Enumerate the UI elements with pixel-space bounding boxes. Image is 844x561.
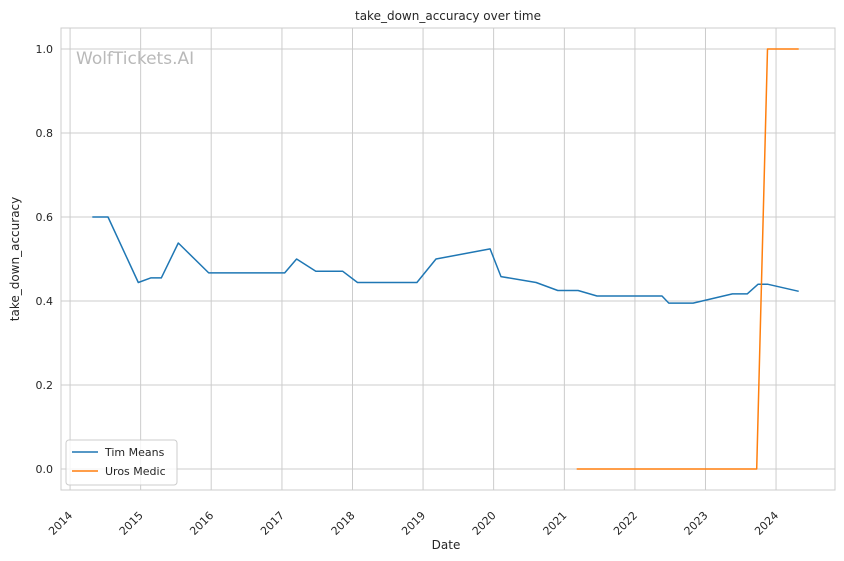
legend-label: Tim Means xyxy=(104,446,165,459)
y-tick-label: 0.0 xyxy=(36,463,54,476)
x-tick-label: 2018 xyxy=(329,509,358,538)
legend-label: Uros Medic xyxy=(105,465,166,478)
x-tick-label: 2016 xyxy=(187,509,216,538)
watermark: WolfTickets.AI xyxy=(76,49,194,69)
y-axis-label: take_down_accuracy xyxy=(8,197,22,321)
legend: Tim Means Uros Medic xyxy=(65,439,178,486)
series-layer xyxy=(92,48,799,470)
x-tick-label: 2024 xyxy=(752,509,781,538)
x-tick-label: 2014 xyxy=(46,509,75,538)
x-tick-label: 2022 xyxy=(611,509,640,538)
x-tick-label: 2021 xyxy=(541,509,570,538)
plot-area xyxy=(60,27,836,491)
x-tick-label: 2023 xyxy=(682,509,711,538)
y-tick-label: 1.0 xyxy=(36,43,54,56)
y-tick-label: 0.2 xyxy=(36,379,54,392)
x-axis-label: Date xyxy=(432,538,461,552)
x-tick-label: 2015 xyxy=(117,509,146,538)
y-tick-label: 0.4 xyxy=(36,295,54,308)
y-tick-label: 0.8 xyxy=(36,127,54,140)
chart-title: take_down_accuracy over time xyxy=(355,9,541,23)
x-tick-label: 2020 xyxy=(470,509,499,538)
y-tick-label: 0.6 xyxy=(36,211,54,224)
x-tick-label: 2019 xyxy=(399,509,428,538)
series-line-uros-medic xyxy=(576,48,799,470)
series-line-tim-means xyxy=(92,216,799,304)
x-tick-label: 2017 xyxy=(258,509,287,538)
